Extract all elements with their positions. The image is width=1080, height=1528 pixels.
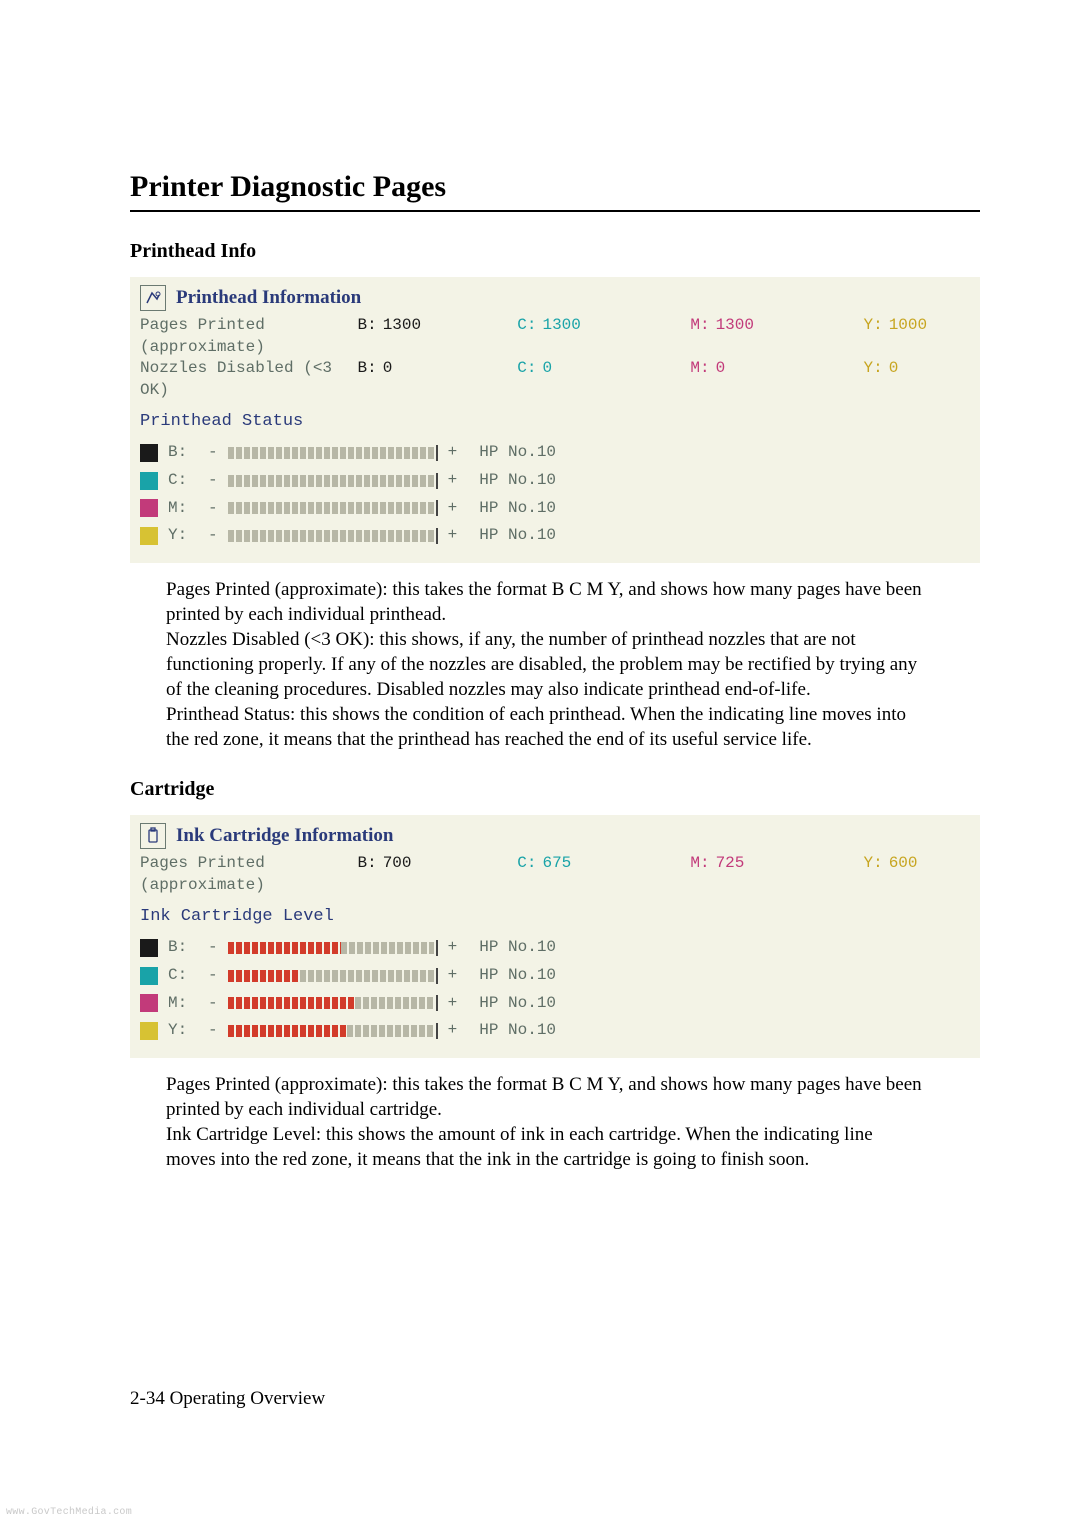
- printhead-icon: [140, 285, 166, 311]
- page-footer: 2-34 Operating Overview: [130, 1388, 325, 1410]
- status-row-B: B:- + HP No.10: [140, 442, 970, 464]
- printhead-explanation: Pages Printed (approximate): this takes …: [166, 577, 926, 753]
- status-bar: [228, 530, 438, 542]
- minus-icon: -: [208, 1020, 218, 1042]
- status-bar: [228, 502, 438, 514]
- status-bar: [228, 475, 438, 487]
- level-bar: [228, 970, 438, 982]
- cartridge-heading: Cartridge: [130, 778, 980, 801]
- minus-icon: -: [208, 525, 218, 547]
- plus-icon: +: [448, 498, 458, 520]
- info-cell-Y: Y:0: [863, 358, 970, 380]
- cartridge-icon: [140, 823, 166, 849]
- status-row-B: B:- + HP No.10: [140, 937, 970, 959]
- info-cell-C: C:1300: [517, 315, 690, 337]
- plus-icon: +: [448, 937, 458, 959]
- status-bar: [228, 447, 438, 459]
- color-swatch-C: [140, 967, 158, 985]
- channel-label: B:: [168, 937, 198, 959]
- minus-icon: -: [208, 965, 218, 987]
- color-swatch-M: [140, 994, 158, 1012]
- info-cell-C: C:0: [517, 358, 690, 380]
- info-cell-B: B:0: [357, 358, 517, 380]
- cartridge-status-rows: B:-+HP No.10C:-+HP No.10M:-+HP No.10Y:-+…: [140, 937, 970, 1041]
- status-row-Y: Y:- + HP No.10: [140, 1020, 970, 1042]
- cartridge-panel: Ink Cartridge Information Pages Printed …: [130, 815, 980, 1058]
- plus-icon: +: [448, 525, 458, 547]
- explain-line: Nozzles Disabled (<3 OK): this shows, if…: [166, 627, 926, 702]
- info-row: Nozzles Disabled (<3 OK)B:0C:0M:0Y:0: [140, 358, 970, 401]
- cartridge-status-title: Ink Cartridge Level: [140, 906, 970, 929]
- printhead-panel: Printhead Information Pages Printed (app…: [130, 277, 980, 563]
- color-swatch-Y: [140, 1022, 158, 1040]
- cartridge-panel-title: Ink Cartridge Information: [176, 823, 393, 849]
- info-cell-M: M:725: [690, 853, 863, 875]
- channel-label: Y:: [168, 1020, 198, 1042]
- info-cell-B: B:700: [357, 853, 517, 875]
- watermark: www.GovTechMedia.com: [6, 1507, 132, 1518]
- model-label: HP No.10: [479, 498, 556, 520]
- status-row-M: M:- + HP No.10: [140, 993, 970, 1015]
- info-label: Nozzles Disabled (<3 OK): [140, 358, 357, 401]
- info-cell-Y: Y:600: [863, 853, 970, 875]
- info-cell-M: M:1300: [690, 315, 863, 337]
- channel-label: B:: [168, 442, 198, 464]
- minus-icon: -: [208, 498, 218, 520]
- color-swatch-Y: [140, 527, 158, 545]
- minus-icon: -: [208, 470, 218, 492]
- level-bar: [228, 997, 438, 1009]
- channel-label: C:: [168, 470, 198, 492]
- info-row: Pages Printed (approximate)B:700C:675M:7…: [140, 853, 970, 896]
- minus-icon: -: [208, 993, 218, 1015]
- info-row: Pages Printed (approximate)B:1300C:1300M…: [140, 315, 970, 358]
- cartridge-info-rows: Pages Printed (approximate)B:700C:675M:7…: [140, 853, 970, 896]
- channel-label: M:: [168, 498, 198, 520]
- info-label: Pages Printed (approximate): [140, 853, 357, 896]
- explain-line: Pages Printed (approximate): this takes …: [166, 1072, 926, 1122]
- minus-icon: -: [208, 937, 218, 959]
- color-swatch-C: [140, 472, 158, 490]
- status-row-M: M:- + HP No.10: [140, 498, 970, 520]
- level-bar: [228, 942, 438, 954]
- model-label: HP No.10: [479, 442, 556, 464]
- status-row-C: C:- + HP No.10: [140, 470, 970, 492]
- plus-icon: +: [448, 965, 458, 987]
- status-row-C: C:- + HP No.10: [140, 965, 970, 987]
- plus-icon: +: [448, 993, 458, 1015]
- model-label: HP No.10: [479, 965, 556, 987]
- color-swatch-M: [140, 499, 158, 517]
- minus-icon: -: [208, 442, 218, 464]
- model-label: HP No.10: [479, 525, 556, 547]
- model-label: HP No.10: [479, 993, 556, 1015]
- title-rule: [130, 210, 980, 212]
- explain-line: Pages Printed (approximate): this takes …: [166, 577, 926, 627]
- status-row-Y: Y:- + HP No.10: [140, 525, 970, 547]
- info-cell-M: M:0: [690, 358, 863, 380]
- info-cell-Y: Y:1000: [863, 315, 970, 337]
- printhead-heading: Printhead Info: [130, 240, 980, 263]
- page-title: Printer Diagnostic Pages: [130, 170, 980, 204]
- plus-icon: +: [448, 1020, 458, 1042]
- explain-line: Ink Cartridge Level: this shows the amou…: [166, 1122, 926, 1172]
- cartridge-explanation: Pages Printed (approximate): this takes …: [166, 1072, 926, 1172]
- channel-label: Y:: [168, 525, 198, 547]
- info-cell-B: B:1300: [357, 315, 517, 337]
- color-swatch-B: [140, 444, 158, 462]
- channel-label: M:: [168, 993, 198, 1015]
- model-label: HP No.10: [479, 1020, 556, 1042]
- printhead-status-title: Printhead Status: [140, 411, 970, 434]
- info-label: Pages Printed (approximate): [140, 315, 357, 358]
- model-label: HP No.10: [479, 937, 556, 959]
- printhead-panel-title: Printhead Information: [176, 285, 361, 311]
- color-swatch-B: [140, 939, 158, 957]
- plus-icon: +: [448, 470, 458, 492]
- explain-line: Printhead Status: this shows the conditi…: [166, 702, 926, 752]
- printhead-status-rows: B:-+HP No.10C:-+HP No.10M:-+HP No.10Y:-+…: [140, 442, 970, 546]
- model-label: HP No.10: [479, 470, 556, 492]
- info-cell-C: C:675: [517, 853, 690, 875]
- printhead-info-rows: Pages Printed (approximate)B:1300C:1300M…: [140, 315, 970, 401]
- plus-icon: +: [448, 442, 458, 464]
- level-bar: [228, 1025, 438, 1037]
- channel-label: C:: [168, 965, 198, 987]
